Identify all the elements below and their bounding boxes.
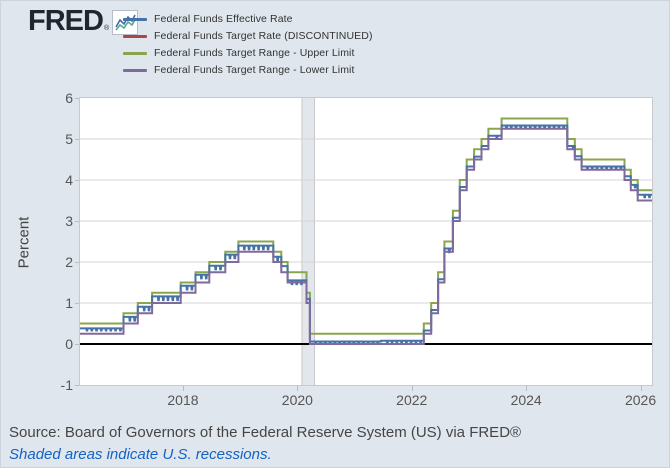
series-line-2 bbox=[80, 117, 652, 335]
recession-note-link[interactable]: Shaded areas indicate U.S. recessions. bbox=[9, 446, 272, 463]
chart-canvas bbox=[80, 98, 652, 385]
legend-swatch-effective-rate bbox=[123, 17, 147, 21]
fred-logo[interactable]: FRED ® bbox=[28, 5, 139, 37]
recession-band bbox=[301, 98, 315, 385]
registered-trademark: ® bbox=[103, 25, 110, 32]
y-axis-tick bbox=[75, 180, 79, 181]
series-line-3 bbox=[80, 127, 652, 345]
x-axis-tick bbox=[526, 386, 528, 391]
y-axis-tick bbox=[75, 303, 79, 304]
legend-label: Federal Funds Target Rate (DISCONTINUED) bbox=[154, 30, 373, 42]
y-axis-tick bbox=[75, 262, 79, 263]
y-axis-tick bbox=[75, 139, 79, 140]
y-tick-label: -1 bbox=[60, 377, 73, 393]
plot-area[interactable] bbox=[79, 97, 653, 386]
x-axis-tick bbox=[640, 386, 642, 391]
y-tick-label: 0 bbox=[65, 336, 73, 352]
chart-legend: Federal Funds Effective Rate Federal Fun… bbox=[123, 11, 373, 79]
legend-label: Federal Funds Target Range - Upper Limit bbox=[154, 47, 355, 59]
x-axis-tick bbox=[411, 386, 413, 391]
x-tick-label: 2020 bbox=[281, 392, 313, 408]
legend-item-lower-limit: Federal Funds Target Range - Lower Limit bbox=[123, 62, 373, 78]
y-tick-label: 2 bbox=[65, 254, 73, 270]
y-tick-label: 3 bbox=[65, 213, 73, 229]
legend-swatch-lower-limit bbox=[123, 68, 147, 72]
series-line-0 bbox=[80, 124, 652, 345]
source-attribution: Source: Board of Governors of the Federa… bbox=[9, 424, 522, 441]
y-axis-tick bbox=[75, 344, 79, 345]
x-tick-label: 2026 bbox=[624, 392, 657, 408]
legend-item-target-rate-discontinued: Federal Funds Target Rate (DISCONTINUED) bbox=[123, 28, 373, 44]
legend-label: Federal Funds Effective Rate bbox=[154, 13, 293, 25]
y-tick-label: 5 bbox=[65, 131, 73, 147]
y-axis-tick bbox=[75, 221, 79, 222]
x-axis-tick bbox=[182, 386, 184, 391]
legend-swatch-upper-limit bbox=[123, 51, 147, 55]
legend-swatch-target-rate bbox=[123, 34, 147, 38]
legend-item-upper-limit: Federal Funds Target Range - Upper Limit bbox=[123, 45, 373, 61]
legend-item-effective-rate: Federal Funds Effective Rate bbox=[123, 11, 373, 27]
y-tick-label: 4 bbox=[65, 172, 73, 188]
fred-wordmark: FRED bbox=[28, 5, 104, 37]
x-axis-tick bbox=[297, 386, 299, 391]
y-axis-tick bbox=[75, 98, 79, 99]
y-axis-title: Percent bbox=[15, 216, 33, 269]
y-tick-label: 1 bbox=[65, 295, 73, 311]
x-tick-label: 2024 bbox=[510, 392, 542, 408]
y-tick-label: 6 bbox=[65, 90, 73, 106]
legend-label: Federal Funds Target Range - Lower Limit bbox=[154, 64, 355, 76]
x-tick-label: 2018 bbox=[167, 392, 199, 408]
x-tick-label: 2022 bbox=[396, 392, 428, 408]
y-axis-tick bbox=[75, 385, 79, 386]
